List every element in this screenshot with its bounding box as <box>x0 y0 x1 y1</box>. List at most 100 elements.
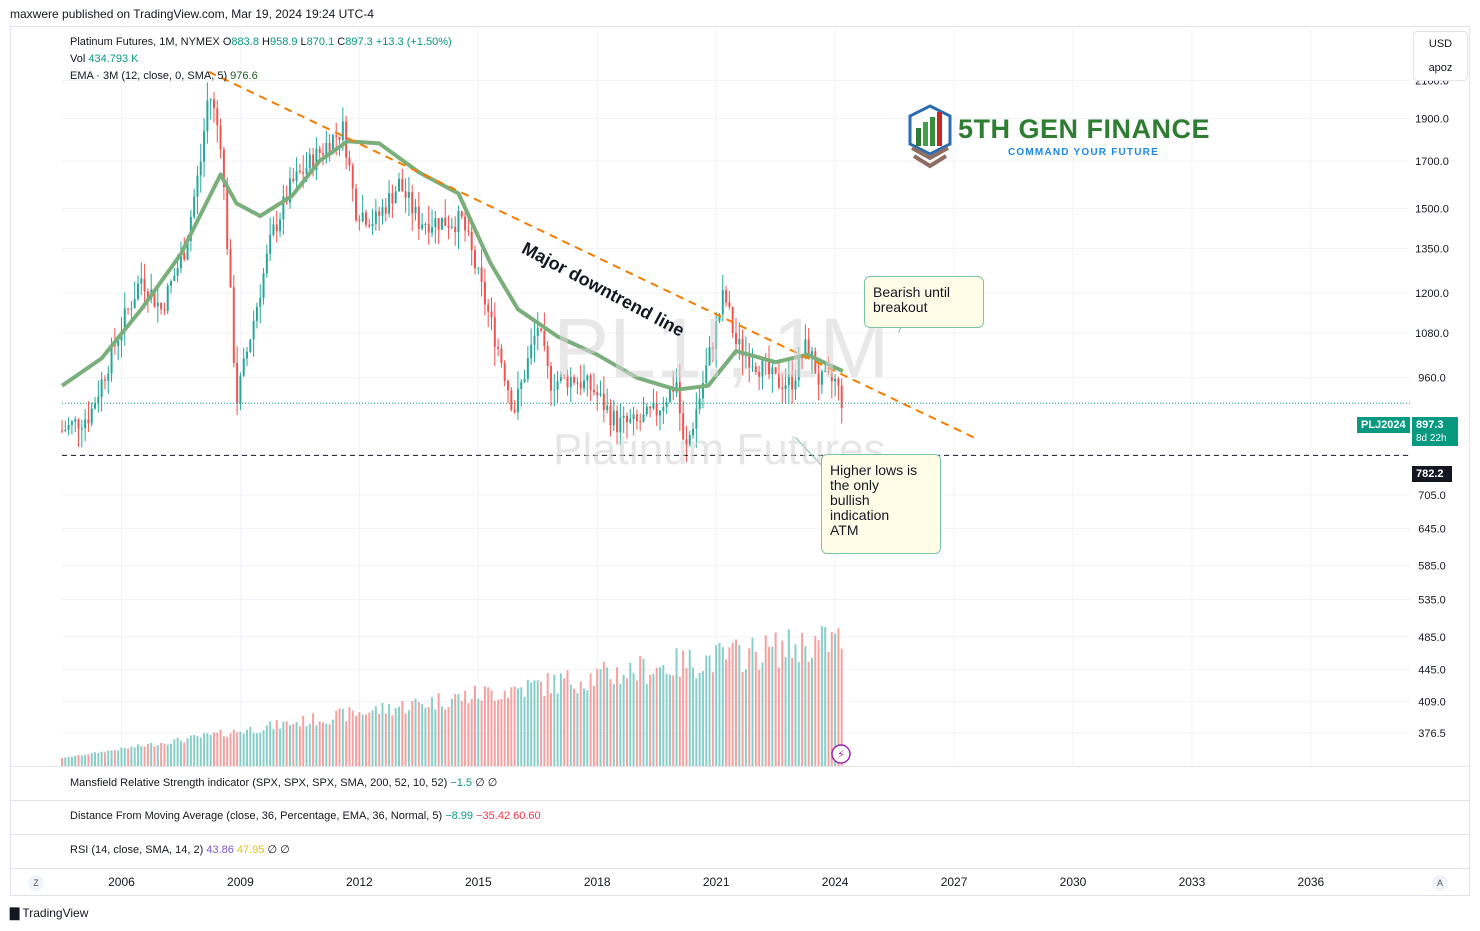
bullish-callout[interactable]: Higher lows is the only bullish indicati… <box>821 454 941 554</box>
candle-body <box>817 373 820 385</box>
candle-body <box>242 358 245 376</box>
candle-body <box>625 415 628 423</box>
candle-body <box>649 406 652 409</box>
pane-separator[interactable] <box>10 766 1470 767</box>
y-tick-label: 485.0 <box>1418 632 1446 644</box>
candle-body <box>592 389 595 393</box>
ema-legend[interactable]: EMA · 3M (12, close, 0, SMA, 5) 976.6 <box>70 70 258 82</box>
zoom-button[interactable]: Z <box>28 875 44 891</box>
volume-bar <box>797 662 800 766</box>
candle-body <box>437 218 440 230</box>
currency-unit-selector[interactable]: USD apoz <box>1413 31 1468 81</box>
candle-body <box>543 330 546 347</box>
unit-label[interactable]: apoz <box>1428 62 1453 74</box>
volume-bar <box>549 693 552 766</box>
candle-body <box>358 220 361 222</box>
candle-body <box>576 382 579 384</box>
y-tick-label: 1500.0 <box>1415 203 1449 215</box>
symbol-legend[interactable]: Platinum Futures, 1M, NYMEX O883.8 H958.… <box>70 36 452 48</box>
candle-body <box>583 380 586 389</box>
volume-bar <box>642 658 645 766</box>
volume-bar <box>259 732 262 766</box>
volume-bar <box>497 699 500 766</box>
volume-bar <box>447 707 450 766</box>
candle-body <box>652 402 655 409</box>
volume-bar <box>520 687 523 766</box>
candle-body <box>457 211 460 233</box>
candle-body <box>90 408 93 424</box>
volume-bar <box>100 751 103 766</box>
candle-body <box>288 178 291 203</box>
candle-body <box>107 373 110 381</box>
candle-body <box>74 419 77 422</box>
candle-body <box>94 403 97 409</box>
volume-bar <box>701 671 704 766</box>
volume-bar <box>279 728 282 766</box>
volume-bar <box>434 709 437 766</box>
volume-bar <box>655 667 658 766</box>
volume-bar <box>665 673 668 766</box>
candle-body <box>292 178 295 182</box>
volume-bar <box>199 737 202 766</box>
volume-bar <box>341 708 344 766</box>
mansfield-legend[interactable]: Mansfield Relative Strength indicator (S… <box>70 777 498 789</box>
candle-body <box>170 280 173 286</box>
candle-body <box>685 439 688 445</box>
candle-body <box>203 131 206 162</box>
x-tick-label: 2006 <box>108 875 135 889</box>
volume-bar <box>639 656 642 766</box>
candle-body <box>130 308 133 310</box>
volume-bar <box>166 744 169 766</box>
volume-bar <box>226 737 229 766</box>
volume-bar <box>269 721 272 766</box>
candle-body <box>794 380 797 390</box>
volume-bar <box>480 700 483 766</box>
volume-bar <box>758 669 761 766</box>
currency-label[interactable]: USD <box>1428 38 1453 50</box>
volume-bar <box>622 674 625 766</box>
volume-bar <box>203 733 206 766</box>
volume-bar <box>672 675 675 766</box>
volume-bar <box>338 708 341 766</box>
tradingview-logo-icon: ▇ <box>10 906 20 920</box>
volume-bar <box>771 646 774 766</box>
candle-body <box>176 268 179 276</box>
volume-bar <box>120 747 123 766</box>
dfma-legend[interactable]: Distance From Moving Average (close, 36,… <box>70 810 541 822</box>
candle-body <box>302 172 305 174</box>
volume-bar <box>583 688 586 766</box>
rsi-legend[interactable]: RSI (14, close, SMA, 14, 2) 43.86 47.95 … <box>70 844 290 856</box>
candle-body <box>507 381 510 391</box>
x-tick-label: 2036 <box>1298 875 1325 889</box>
volume-bar <box>477 698 480 766</box>
candle-body <box>619 417 622 433</box>
candle-body <box>216 108 219 126</box>
volume-bar <box>777 667 780 766</box>
volume-bar <box>411 701 414 766</box>
volume-bar <box>345 721 348 766</box>
y-tick-label: 376.5 <box>1418 728 1446 740</box>
volume-bar <box>216 732 219 766</box>
volume-bar <box>160 742 163 766</box>
auto-scale-button[interactable]: A <box>1432 875 1448 891</box>
logo-title: 5TH GEN FINANCE <box>958 114 1211 144</box>
bearish-callout[interactable]: Bearish until breakout <box>864 276 984 328</box>
pane-separator[interactable] <box>10 834 1470 835</box>
candle-body <box>487 304 490 312</box>
volume-bar <box>573 688 576 766</box>
volume-bar <box>761 662 764 766</box>
candle-body <box>298 171 301 173</box>
candle-body <box>589 375 592 390</box>
pane-separator[interactable] <box>10 800 1470 801</box>
volume-bar <box>510 687 513 766</box>
volume-bar <box>84 754 87 766</box>
candle-body <box>308 154 311 169</box>
candle-body <box>212 99 215 109</box>
candle-body <box>361 212 364 222</box>
volume-bar <box>424 707 427 766</box>
volume-bar <box>814 635 817 766</box>
volume-legend[interactable]: Vol 434.793 K <box>70 53 139 65</box>
volume-bar <box>457 694 460 766</box>
pane-separator[interactable] <box>10 868 1470 869</box>
